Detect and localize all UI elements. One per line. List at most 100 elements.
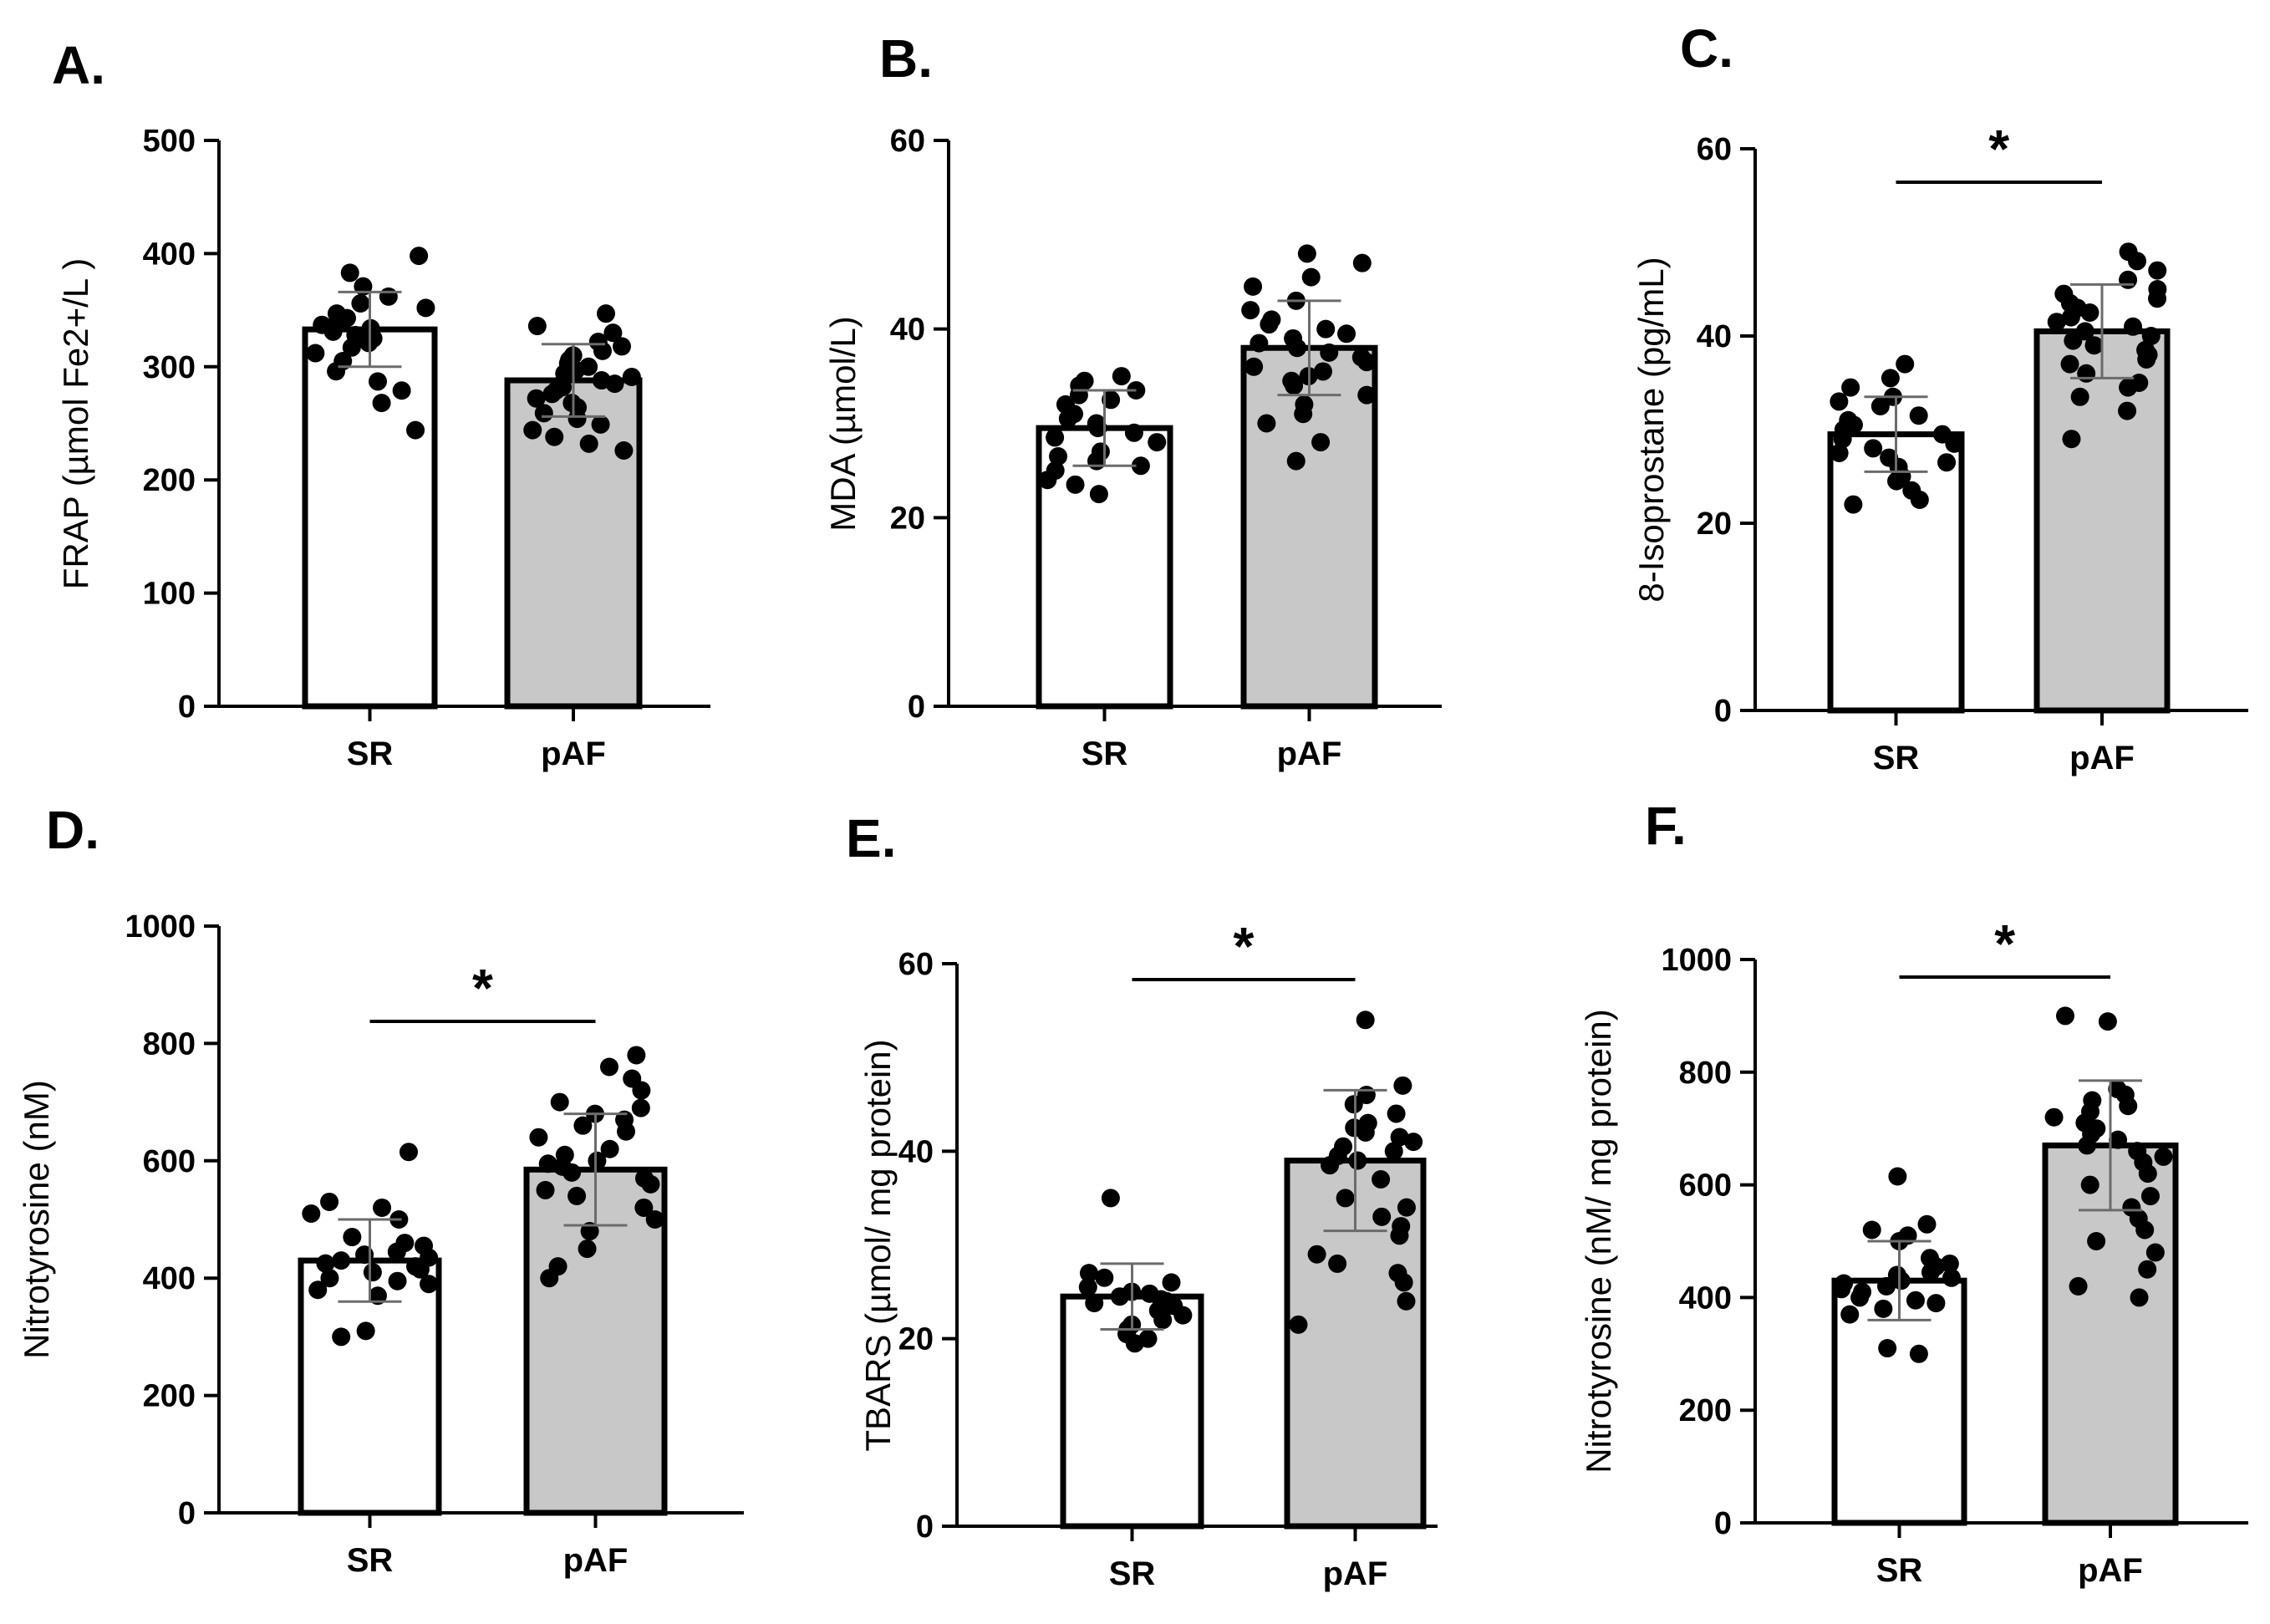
data-point-sr	[416, 298, 435, 318]
data-point-paf	[1328, 1254, 1347, 1273]
data-point-sr	[387, 1242, 406, 1261]
panel-letter: E.	[846, 808, 896, 868]
y-axis-title: Nitrotyrosine (nM)	[17, 1080, 56, 1359]
data-point-paf	[2077, 364, 2096, 383]
significance-star: *	[472, 958, 493, 1018]
data-point-paf	[622, 367, 641, 386]
y-tick-label: 400	[1679, 1280, 1732, 1316]
data-point-paf	[573, 1116, 593, 1135]
data-point-sr	[351, 293, 370, 313]
data-point-sr	[369, 372, 388, 391]
panel-letter: D.	[46, 800, 99, 860]
y-tick-label: 20	[898, 1322, 934, 1357]
data-point-sr	[1038, 471, 1057, 490]
data-point-sr	[1830, 392, 1849, 411]
x-tick-label-sr: SR	[1876, 1552, 1923, 1589]
data-point-paf	[599, 1057, 618, 1077]
data-point-sr	[1906, 1291, 1925, 1310]
data-point-sr	[316, 1254, 335, 1273]
y-tick-label: 1000	[1661, 943, 1732, 978]
data-point-paf	[527, 389, 546, 408]
data-point-paf	[1390, 1226, 1409, 1245]
data-point-sr	[1909, 1344, 1928, 1363]
chart-panel-d: D. 0 200 400 600 800 1000 SR pAF Nitrotyrosine (n…	[17, 800, 744, 1579]
y-axis-title: Nitrotyrosine (nM/ mg protein)	[1579, 1009, 1618, 1474]
data-point-paf	[1372, 1169, 1391, 1189]
data-point-sr	[332, 1327, 351, 1347]
data-point-sr	[1162, 1273, 1181, 1292]
data-point-sr	[1910, 491, 1929, 509]
data-point-paf	[1301, 267, 1321, 287]
data-point-sr	[1864, 439, 1883, 458]
x-tick-label-sr: SR	[347, 1542, 394, 1579]
data-point-paf	[605, 374, 624, 394]
data-point-paf	[536, 1180, 555, 1199]
data-point-sr	[343, 1228, 362, 1247]
x-tick-label-paf: pAF	[1323, 1555, 1388, 1592]
data-point-sr	[1850, 1288, 1870, 1307]
data-point-paf	[568, 1186, 587, 1205]
data-point-paf	[1337, 324, 1356, 344]
y-tick-label: 800	[143, 1026, 196, 1061]
data-point-paf	[523, 420, 542, 440]
significance-star: *	[1234, 916, 1255, 976]
data-point-paf	[2137, 350, 2156, 369]
y-tick-label: 600	[1679, 1168, 1732, 1204]
data-point-paf	[1311, 433, 1331, 452]
data-point-paf	[603, 323, 623, 343]
data-point-paf	[542, 384, 562, 404]
data-point-paf	[1356, 1123, 1375, 1142]
data-point-paf	[2084, 336, 2104, 355]
y-tick-label: 400	[143, 1261, 196, 1296]
data-point-paf	[2064, 331, 2083, 350]
data-point-paf	[1352, 253, 1372, 272]
data-point-paf	[579, 434, 598, 453]
data-point-paf	[1387, 1104, 1406, 1123]
y-tick-label: 40	[890, 313, 925, 348]
y-axis-title: 8-Isoprostane (pg/mL)	[1631, 257, 1671, 602]
data-point-sr	[1874, 1299, 1893, 1318]
data-point-paf	[593, 341, 612, 360]
x-tick-label-sr: SR	[1082, 736, 1128, 772]
data-point-paf	[1348, 1151, 1367, 1170]
bar-sr	[302, 326, 438, 710]
data-point-paf	[1241, 301, 1260, 320]
x-tick-label-paf: pAF	[541, 736, 606, 772]
data-point-sr	[1891, 1271, 1911, 1291]
data-point-sr	[1844, 495, 1863, 514]
x-tick-label-paf: pAF	[2078, 1552, 2143, 1589]
data-point-paf	[2138, 1164, 2157, 1184]
data-point-paf	[1244, 277, 1263, 296]
data-point-paf	[555, 364, 574, 383]
data-point-sr	[1940, 1254, 1959, 1273]
data-point-paf	[1244, 357, 1264, 376]
data-point-paf	[1404, 1133, 1423, 1152]
data-point-sr	[340, 263, 359, 283]
data-point-sr	[1942, 1268, 1961, 1287]
data-point-paf	[2140, 1187, 2160, 1206]
data-point-paf	[2080, 1175, 2099, 1194]
data-point-sr	[1058, 409, 1077, 428]
data-point-sr	[306, 344, 325, 363]
data-point-paf	[1397, 1291, 1416, 1311]
data-point-paf	[1336, 1189, 1355, 1208]
data-point-paf	[1394, 1273, 1413, 1292]
data-point-sr	[1046, 428, 1065, 447]
data-point-paf	[534, 404, 553, 423]
x-tick-label-sr: SR	[1109, 1555, 1156, 1592]
data-point-paf	[550, 1092, 569, 1112]
data-point-paf	[631, 1098, 650, 1117]
data-point-paf	[591, 415, 610, 434]
data-point-paf	[2109, 1130, 2128, 1149]
data-point-sr	[1832, 1280, 1851, 1299]
data-point-paf	[2119, 378, 2138, 397]
data-point-sr	[1878, 1339, 1897, 1358]
data-point-sr	[1945, 434, 1964, 453]
data-point-paf	[1397, 1198, 1416, 1217]
data-point-paf	[538, 1154, 557, 1173]
data-point-sr	[1089, 485, 1108, 504]
data-point-paf	[2062, 430, 2081, 449]
data-point-paf	[1286, 451, 1306, 471]
data-point-sr	[1896, 354, 1915, 374]
